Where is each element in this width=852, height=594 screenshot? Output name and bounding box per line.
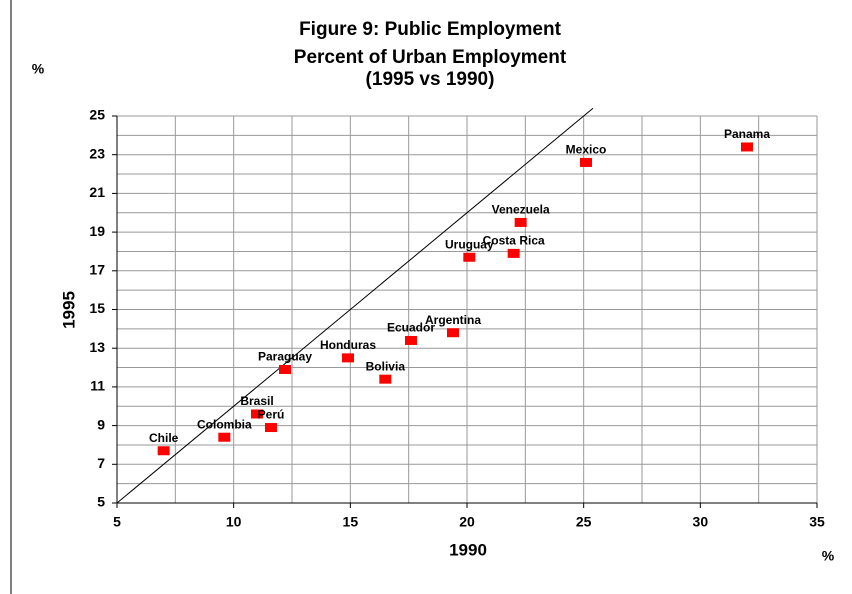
y-tick-label: 9 (97, 416, 105, 432)
y-tick-label: 25 (89, 107, 105, 123)
point-label: Chile (149, 431, 179, 445)
chart-title: (1995 vs 1990) (366, 69, 495, 90)
y-tick-label: 7 (97, 455, 105, 471)
point (342, 353, 354, 363)
point-label: Panama (724, 127, 770, 141)
y-tick-label: 11 (90, 378, 105, 394)
point-label: Argentina (425, 313, 481, 327)
y-axis-label: 1995 (59, 291, 78, 329)
y-tick-label: 13 (89, 339, 105, 355)
y-tick-label: 19 (89, 223, 105, 239)
point (514, 217, 527, 227)
point (447, 328, 459, 338)
x-tick-label: 15 (343, 514, 359, 530)
point-label: Colombia (197, 417, 252, 431)
point-label: Bolivia (366, 359, 406, 373)
x-tick-label: 5 (113, 514, 121, 530)
point-label: Mexico (566, 143, 607, 157)
point (507, 248, 520, 258)
x-axis-label: 1990 (449, 540, 487, 559)
point-label: Paraguay (258, 350, 312, 364)
point-label: Venezuela (492, 203, 550, 217)
chart-title: Percent of Urban Employment (294, 47, 567, 68)
point (580, 157, 592, 167)
point (379, 374, 392, 384)
point (741, 142, 753, 152)
point (218, 432, 231, 442)
chart-title: Figure 9: Public Employment (299, 19, 561, 40)
point (405, 335, 417, 345)
point-label: Perú (258, 408, 285, 422)
x-unit: % (822, 548, 835, 564)
point-label: Honduras (320, 338, 376, 352)
point-label: Costa Rica (483, 234, 545, 248)
x-tick-label: 30 (693, 514, 709, 530)
x-tick-label: 10 (226, 514, 242, 530)
point-label: Uruguay (445, 237, 494, 251)
y-tick-label: 15 (89, 300, 105, 316)
reference-line (116, 107, 594, 504)
x-tick-label: 35 (809, 514, 825, 530)
y-tick-label: 23 (89, 145, 105, 161)
y-tick-label: 21 (89, 184, 105, 200)
point (251, 409, 263, 419)
point-label: Brasil (240, 394, 273, 408)
point (279, 364, 291, 374)
point (265, 423, 277, 433)
y-tick-label: 17 (89, 262, 105, 278)
point-label: Ecuador (387, 321, 435, 335)
y-unit: % (32, 61, 45, 77)
y-tick-label: 5 (97, 494, 105, 510)
x-tick-label: 20 (459, 514, 475, 530)
point (157, 446, 170, 456)
x-tick-label: 25 (576, 514, 592, 530)
point (463, 252, 476, 262)
